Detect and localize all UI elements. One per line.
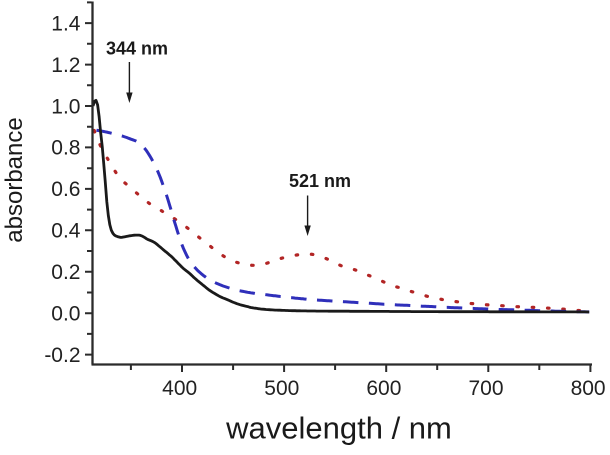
svg-text:1.4: 1.4 <box>51 12 81 35</box>
svg-text:absorbance: absorbance <box>1 117 28 242</box>
svg-text:0.8: 0.8 <box>51 137 80 160</box>
svg-text:0.4: 0.4 <box>51 220 81 243</box>
svg-text:0.2: 0.2 <box>51 261 80 284</box>
svg-text:0.6: 0.6 <box>51 178 80 201</box>
svg-text:1.2: 1.2 <box>51 54 80 77</box>
svg-text:700: 700 <box>468 377 503 400</box>
svg-text:400: 400 <box>162 377 197 400</box>
svg-text:500: 500 <box>264 377 299 400</box>
svg-text:0.0: 0.0 <box>51 303 80 326</box>
svg-text:-0.2: -0.2 <box>44 344 80 367</box>
svg-text:800: 800 <box>571 377 606 400</box>
svg-text:521 nm: 521 nm <box>289 171 351 191</box>
svg-text:wavelength / nm: wavelength / nm <box>225 411 452 446</box>
svg-text:344 nm: 344 nm <box>106 39 168 59</box>
svg-text:600: 600 <box>366 377 401 400</box>
svg-text:1.0: 1.0 <box>51 95 80 118</box>
